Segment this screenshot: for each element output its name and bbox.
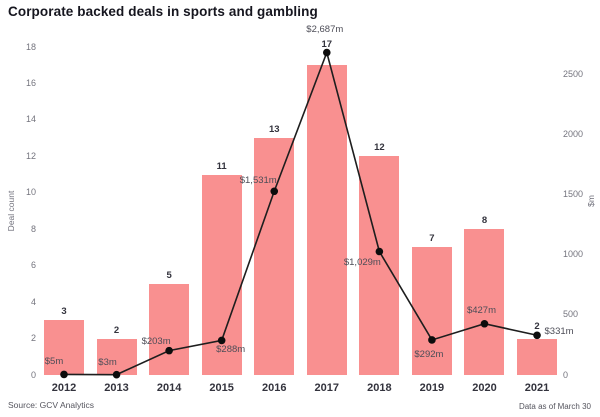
y-axis-left-tick: 14 bbox=[25, 114, 36, 125]
x-axis-label-2020: 2020 bbox=[472, 382, 497, 394]
line-value-label: $292m bbox=[414, 348, 444, 360]
y-axis-left-tick: 16 bbox=[25, 77, 36, 88]
y-axis-right-tick: 500 bbox=[563, 309, 579, 320]
bar-2014 bbox=[149, 283, 190, 375]
y-axis-left-tick: 18 bbox=[25, 41, 36, 52]
line-value-label: $288m bbox=[216, 344, 246, 356]
bar-count-label: 7 bbox=[429, 233, 435, 245]
bar-count-label: 13 bbox=[268, 124, 280, 136]
y-axis-left-tick: 0 bbox=[30, 369, 36, 380]
x-axis-label-2014: 2014 bbox=[156, 382, 182, 394]
bar-2017 bbox=[306, 65, 347, 375]
bar-2020 bbox=[464, 229, 505, 375]
line-value-label: $1,531m bbox=[239, 175, 277, 187]
x-axis-label-2021: 2021 bbox=[524, 382, 550, 394]
x-axis-label-2013: 2013 bbox=[104, 382, 129, 394]
y-axis-right-tick: 2500 bbox=[563, 69, 584, 80]
bar-count-label: 17 bbox=[321, 38, 333, 50]
bar-count-label: 8 bbox=[481, 215, 488, 227]
bar-count-label: 11 bbox=[216, 160, 227, 172]
bar-count-label: 2 bbox=[113, 324, 120, 336]
chart-title: Corporate backed deals in sports and gam… bbox=[8, 4, 318, 19]
y-axis-left-tick: 10 bbox=[25, 187, 36, 198]
line-value-label: $331m bbox=[544, 326, 574, 338]
line-value-label: $203m bbox=[141, 335, 171, 347]
y-axis-left-tick: 12 bbox=[25, 150, 36, 161]
x-axis-label-2016: 2016 bbox=[261, 382, 287, 394]
bar-count-label: 3 bbox=[61, 306, 67, 318]
bar-count-label: 12 bbox=[374, 142, 385, 154]
y-axis-left-tick: 2 bbox=[30, 333, 36, 344]
line-value-label: $3m bbox=[98, 356, 117, 368]
bar-count-label: 5 bbox=[166, 269, 172, 281]
y-axis-right-tick: 1500 bbox=[563, 189, 584, 200]
line-value-label: $427m bbox=[466, 304, 496, 316]
source-note: Source: GCV Analytics bbox=[8, 400, 94, 410]
x-axis-label-2019: 2019 bbox=[419, 382, 445, 394]
y-axis-left-tick: 8 bbox=[30, 223, 36, 234]
data-as-of-note: Data as of March 30 bbox=[518, 402, 591, 411]
y-axis-right-tick: 1000 bbox=[563, 249, 584, 260]
y-axis-right-tick: 2000 bbox=[563, 129, 584, 140]
line-value-label: $1,029m bbox=[343, 256, 381, 268]
bar-2016 bbox=[254, 138, 295, 375]
line-value-label: $5m bbox=[44, 356, 64, 368]
x-axis-label-2017: 2017 bbox=[314, 382, 340, 394]
x-axis-label-2018: 2018 bbox=[367, 382, 392, 394]
y-axis-right-tick: 0 bbox=[563, 369, 569, 380]
line-point-2017 bbox=[323, 48, 331, 57]
x-axis-label-2015: 2015 bbox=[209, 382, 234, 394]
bar-2021 bbox=[517, 338, 558, 375]
x-axis-label-2012: 2012 bbox=[51, 382, 77, 394]
line-value-label: $2,687m bbox=[306, 23, 344, 35]
y-axis-left-tick: 4 bbox=[30, 296, 36, 307]
y-axis-left-tick: 6 bbox=[30, 260, 36, 271]
